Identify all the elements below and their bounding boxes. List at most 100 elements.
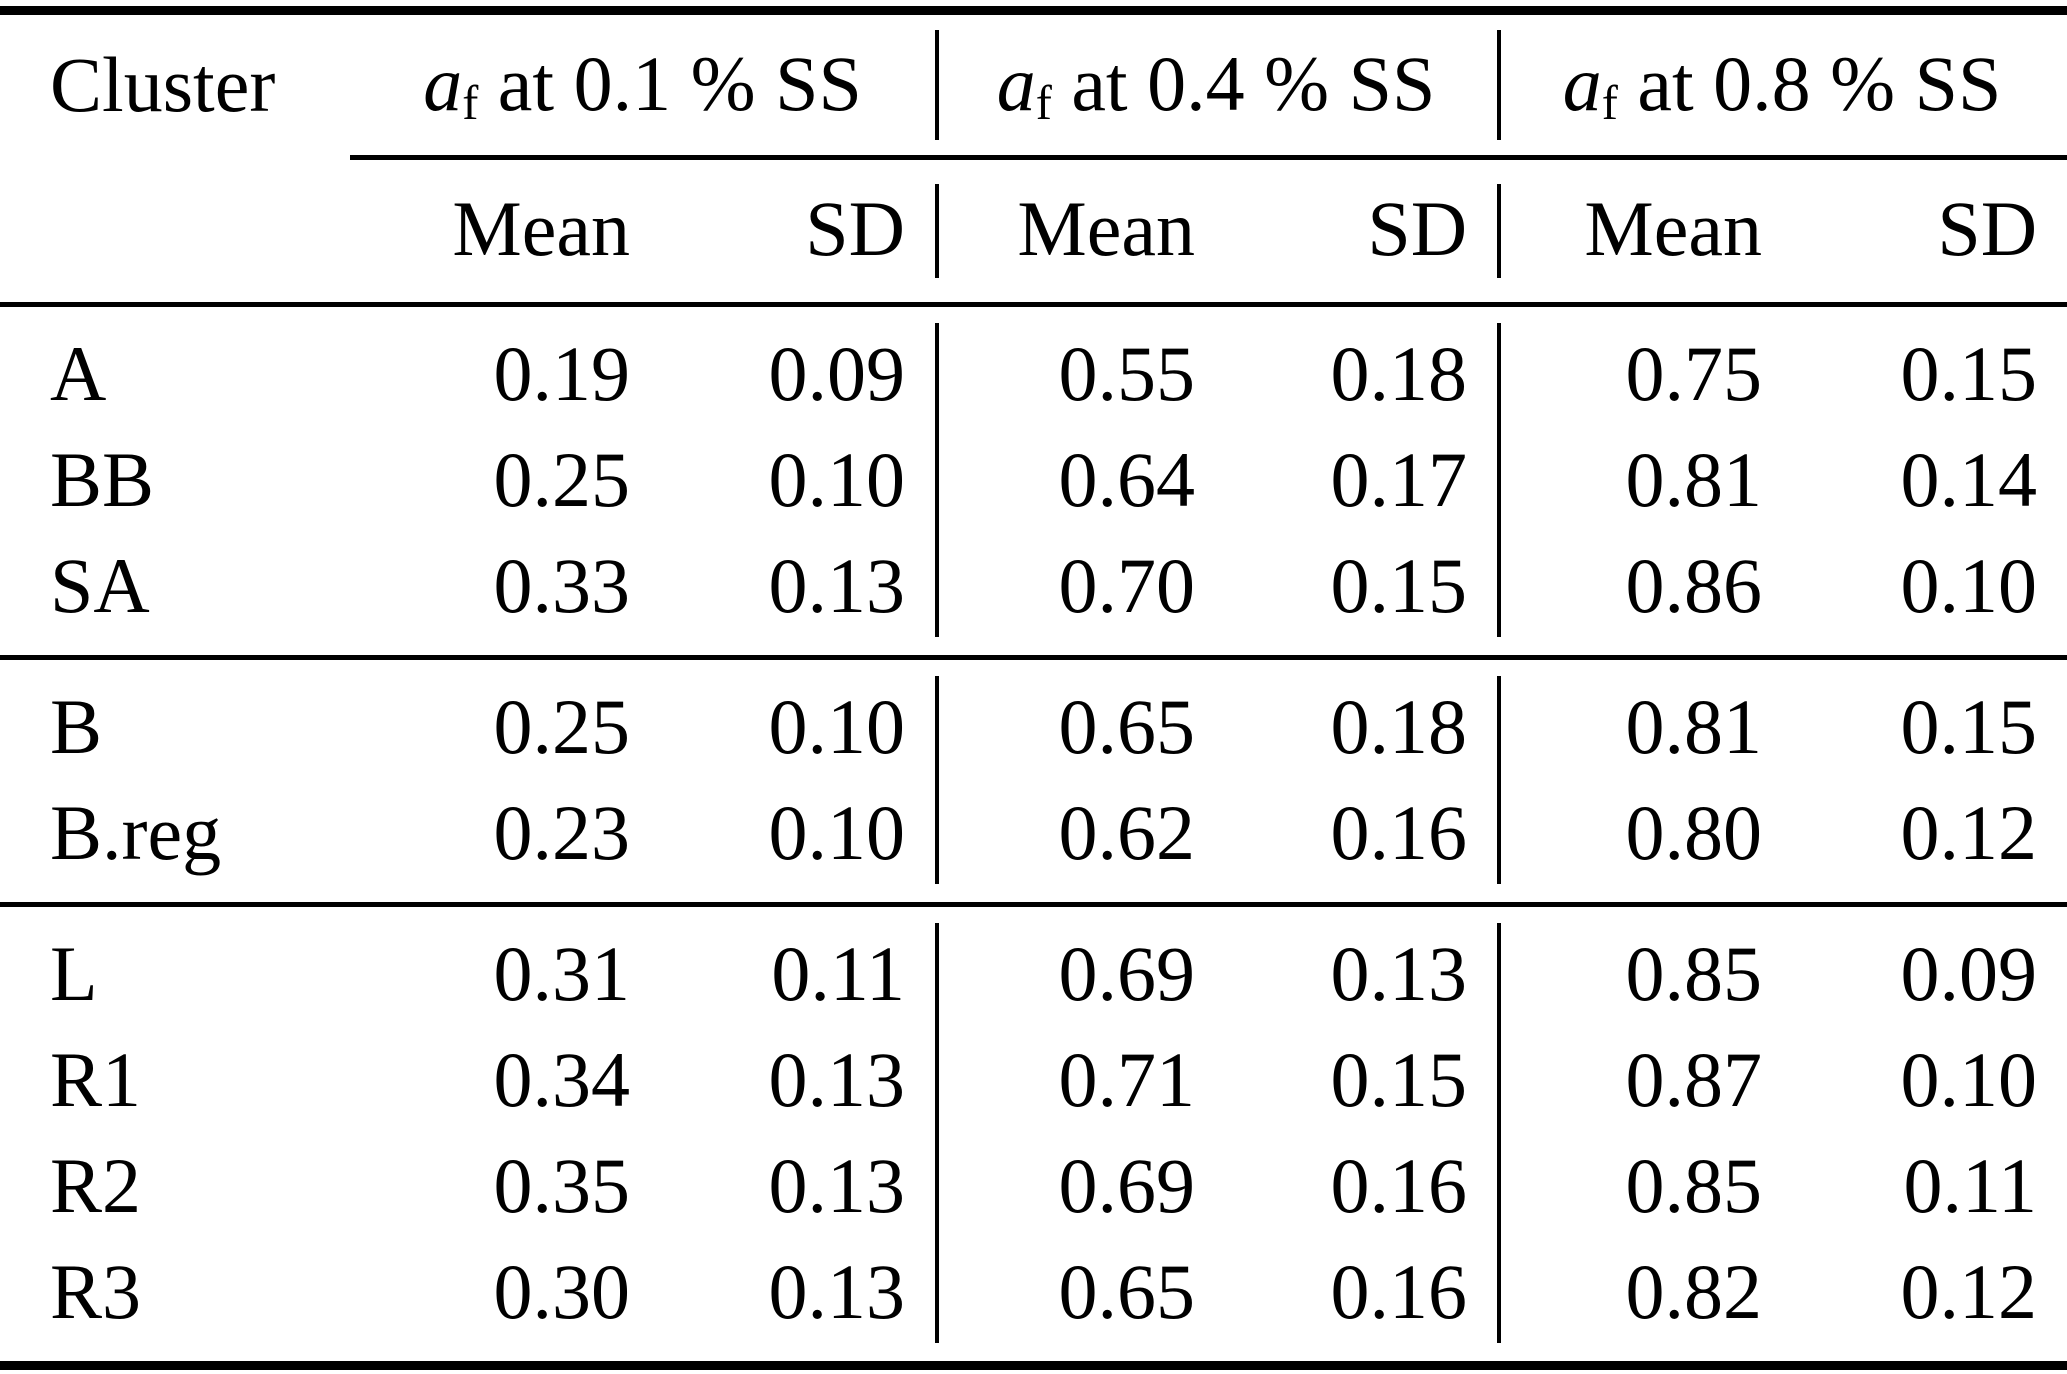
- table-row: B.reg 0.23 0.10 0.62 0.16 0.80 0.12: [0, 780, 2067, 905]
- sd-value: 0.13: [1330, 930, 1468, 1017]
- subheader-row: Mean SD Mean SD Mean SD: [0, 157, 2067, 305]
- sd-value: 0.14: [1900, 436, 2038, 523]
- mean-value: 0.65: [935, 1239, 1226, 1366]
- sd-value: 0.16: [1330, 1248, 1468, 1335]
- mean-value: 0.25: [493, 683, 631, 770]
- mean-value: 0.75: [1497, 304, 1793, 427]
- sd-header: SD: [805, 185, 906, 272]
- table-row: A 0.19 0.09 0.55 0.18 0.75 0.15: [0, 304, 2067, 427]
- table-row: R3 0.30 0.13 0.65 0.16 0.82 0.12: [0, 1239, 2067, 1366]
- mean-value: 0.80: [1497, 780, 1793, 905]
- table-row: R1 0.34 0.13 0.71 0.15 0.87 0.10: [0, 1027, 2067, 1133]
- cluster-label: A: [50, 330, 107, 417]
- cluster-label: R2: [50, 1142, 142, 1229]
- mean-value: 0.64: [935, 427, 1226, 533]
- table-row: BB 0.25 0.10 0.64 0.17 0.81 0.14: [0, 427, 2067, 533]
- group-header-ss-0-8: af at 0.8 % SS: [1497, 10, 2067, 160]
- mean-value: 0.86: [1497, 533, 1793, 658]
- mean-value: 0.34: [493, 1036, 631, 1123]
- af-subscript: f: [1035, 76, 1052, 130]
- cluster-label: BB: [50, 436, 155, 523]
- mean-value: 0.31: [493, 930, 631, 1017]
- sd-value: 0.09: [1900, 930, 2038, 1017]
- mean-value: 0.82: [1497, 1239, 1793, 1366]
- mean-value: 0.23: [493, 789, 631, 876]
- cluster-label: B: [50, 683, 103, 770]
- table-row: L 0.31 0.11 0.69 0.13 0.85 0.09: [0, 904, 2067, 1027]
- mean-value: 0.35: [493, 1142, 631, 1229]
- af-symbol: a: [996, 40, 1036, 127]
- sd-value: 0.10: [1900, 1036, 2038, 1123]
- cluster-label: B.reg: [50, 789, 222, 876]
- sd-value: 0.09: [768, 330, 906, 417]
- sd-value: 0.12: [1900, 1248, 2038, 1335]
- mean-value: 0.81: [1497, 657, 1793, 780]
- sd-value: 0.13: [768, 542, 906, 629]
- cluster-column-header: Cluster: [50, 41, 276, 129]
- mean-value: 0.69: [935, 1133, 1226, 1239]
- mean-value: 0.85: [1497, 1133, 1793, 1239]
- mean-value: 0.33: [493, 542, 631, 629]
- mean-value: 0.69: [935, 904, 1226, 1027]
- sd-value: 0.18: [1330, 683, 1468, 770]
- sd-value: 0.11: [1903, 1142, 2038, 1229]
- row-group-2: B 0.25 0.10 0.65 0.18 0.81 0.15 B.reg 0.23 0.10 0.…: [0, 657, 2067, 905]
- mean-value: 0.25: [493, 436, 631, 523]
- table-row: R2 0.35 0.13 0.69 0.16 0.85 0.11: [0, 1133, 2067, 1239]
- sd-value: 0.17: [1330, 436, 1468, 523]
- empty-corner-cell: [0, 158, 350, 305]
- sd-value: 0.11: [771, 930, 906, 1017]
- mean-header: Mean: [452, 185, 630, 272]
- sd-value: 0.15: [1330, 542, 1468, 629]
- af-symbol: a: [1562, 40, 1602, 127]
- sd-value: 0.10: [1900, 542, 2038, 629]
- cluster-activated-fraction-table: Cluster af at 0.1 % SS af at 0.4 % SS af…: [0, 6, 2067, 1370]
- cluster-label: R1: [50, 1036, 142, 1123]
- sd-value: 0.13: [768, 1142, 906, 1229]
- af-subscript: f: [1601, 76, 1618, 130]
- group-header-ss-0-1: af at 0.1 % SS: [350, 10, 936, 160]
- table-row: SA 0.33 0.13 0.70 0.15 0.86 0.10: [0, 533, 2067, 658]
- group-header-text: at 0.1 % SS: [478, 40, 862, 127]
- table-row: B 0.25 0.10 0.65 0.18 0.81 0.15: [0, 657, 2067, 780]
- sd-value: 0.12: [1900, 789, 2038, 876]
- group-header-text: at 0.8 % SS: [1617, 40, 2002, 127]
- row-group-3: L 0.31 0.11 0.69 0.13 0.85 0.09 R1 0.34 0.13 0.71 0…: [0, 904, 2067, 1366]
- sd-value: 0.18: [1330, 330, 1468, 417]
- row-group-1: A 0.19 0.09 0.55 0.18 0.75 0.15 BB 0.25 0.10 0.64 0…: [0, 304, 2067, 658]
- group-header-text: at 0.4 % SS: [1051, 40, 1436, 127]
- sd-value: 0.15: [1330, 1036, 1468, 1123]
- sd-header: SD: [1937, 185, 2038, 272]
- af-subscript: f: [462, 76, 479, 130]
- sd-value: 0.15: [1900, 330, 2038, 417]
- mean-header: Mean: [935, 157, 1226, 305]
- mean-value: 0.55: [935, 304, 1226, 427]
- sd-header: SD: [1367, 185, 1468, 272]
- group-header-ss-0-4: af at 0.4 % SS: [935, 10, 1498, 160]
- sd-value: 0.13: [768, 1248, 906, 1335]
- cluster-label: SA: [50, 542, 150, 629]
- sd-value: 0.16: [1330, 789, 1468, 876]
- cluster-label: R3: [50, 1248, 142, 1335]
- mean-value: 0.70: [935, 533, 1226, 658]
- sd-value: 0.10: [768, 789, 906, 876]
- sd-value: 0.16: [1330, 1142, 1468, 1229]
- mean-value: 0.30: [493, 1248, 631, 1335]
- sd-value: 0.10: [768, 436, 906, 523]
- group-header-row: Cluster af at 0.1 % SS af at 0.4 % SS af…: [0, 10, 2067, 160]
- table-header: Cluster af at 0.1 % SS af at 0.4 % SS af…: [0, 10, 2067, 305]
- mean-value: 0.71: [935, 1027, 1226, 1133]
- mean-value: 0.87: [1497, 1027, 1793, 1133]
- sd-value: 0.13: [768, 1036, 906, 1123]
- mean-header: Mean: [1497, 157, 1793, 305]
- mean-value: 0.85: [1497, 904, 1793, 1027]
- sd-value: 0.10: [768, 683, 906, 770]
- mean-value: 0.19: [493, 330, 631, 417]
- af-symbol: a: [423, 40, 463, 127]
- mean-value: 0.81: [1497, 427, 1793, 533]
- mean-value: 0.62: [935, 780, 1226, 905]
- mean-value: 0.65: [935, 657, 1226, 780]
- sd-value: 0.15: [1900, 683, 2038, 770]
- cluster-label: L: [50, 930, 98, 1017]
